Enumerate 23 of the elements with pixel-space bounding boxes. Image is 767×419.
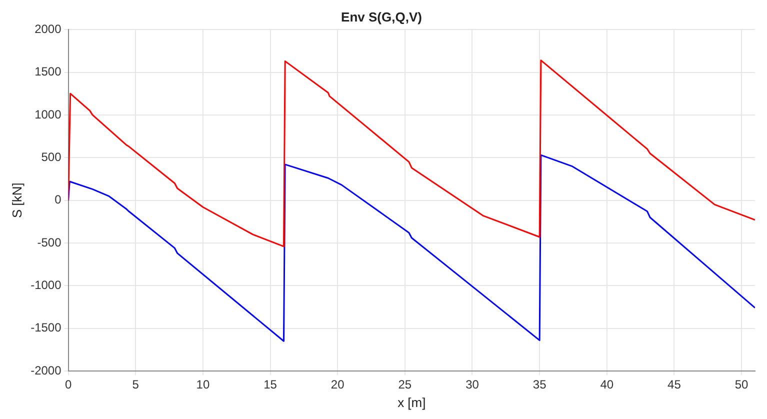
y-tick-label: -1000 <box>30 278 62 292</box>
y-tick-label: -2000 <box>30 363 62 378</box>
x-tick-label: 10 <box>196 378 210 392</box>
y-axis-title: S [kN] <box>9 182 24 218</box>
y-tick-label: 1500 <box>34 64 62 79</box>
y-tick-label: -1500 <box>30 320 62 335</box>
y-tick-label: -500 <box>37 235 62 250</box>
y-tick-label: 500 <box>41 150 62 164</box>
x-tick-label: 30 <box>466 378 480 392</box>
y-tick-label: 1000 <box>34 107 62 122</box>
x-tick-label: 40 <box>600 378 614 392</box>
x-tick-label: 35 <box>532 378 547 392</box>
x-tick-label: 5 <box>132 378 140 392</box>
x-tick-label: 50 <box>734 378 749 392</box>
x-tick-label: 25 <box>398 378 412 392</box>
chart-title: Env S(G,Q,V) <box>341 9 422 24</box>
y-tick-label: 0 <box>54 192 62 207</box>
y-tick-label: 2000 <box>34 22 62 36</box>
x-tick-label: 20 <box>330 378 345 392</box>
x-tick-label: 0 <box>64 378 72 392</box>
x-tick-label: 15 <box>264 378 278 392</box>
x-axis-title: x [m] <box>398 394 426 410</box>
x-tick-label: 45 <box>668 378 682 392</box>
